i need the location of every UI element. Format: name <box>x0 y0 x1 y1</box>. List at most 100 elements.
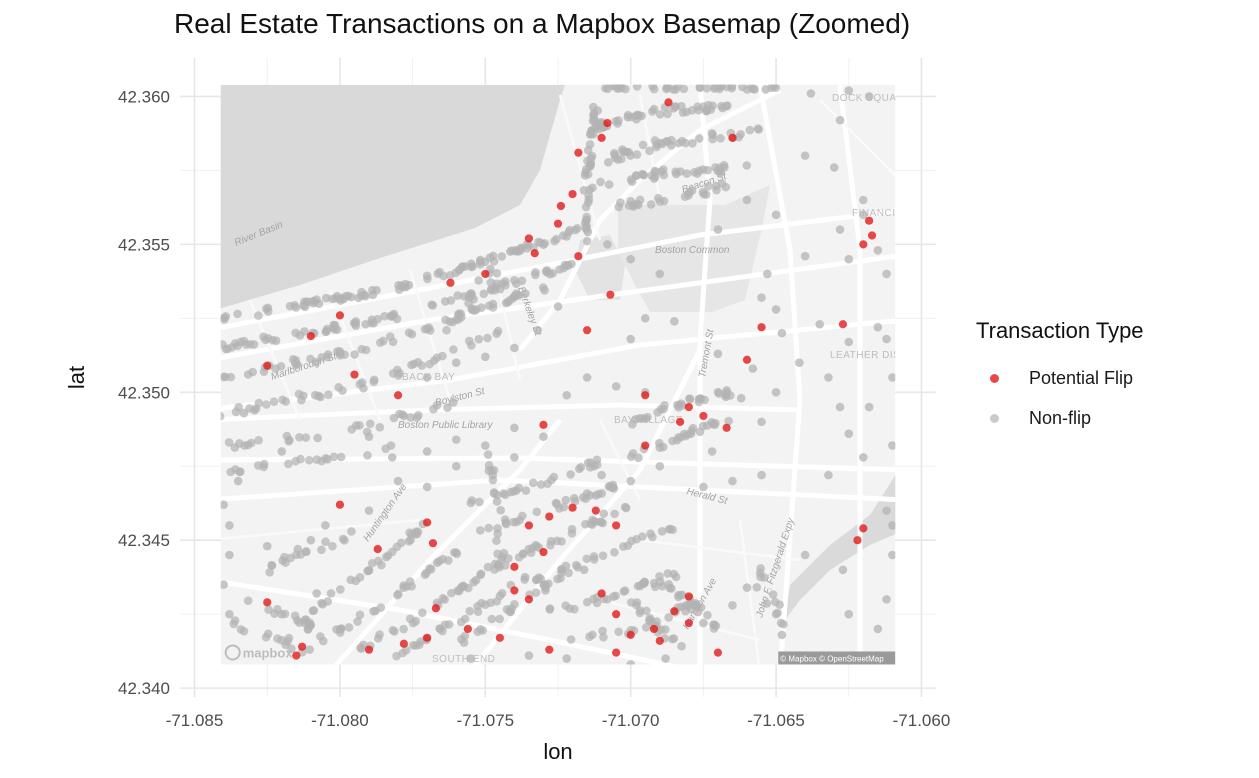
point-non-flip <box>536 574 546 584</box>
point-non-flip <box>467 341 476 350</box>
point-potential-flip <box>853 536 862 545</box>
point-non-flip <box>677 641 686 651</box>
point-non-flip <box>316 632 325 641</box>
point-non-flip <box>287 644 296 653</box>
point-non-flip <box>614 627 623 637</box>
map-label: LEATHER DISTRICT <box>830 350 932 361</box>
point-non-flip <box>367 558 377 568</box>
x-tick-label: -71.070 <box>602 711 660 730</box>
point-non-flip <box>873 245 883 255</box>
point-non-flip <box>704 100 713 110</box>
point-non-flip <box>777 630 787 640</box>
point-non-flip <box>247 438 256 448</box>
point-non-flip <box>407 329 417 339</box>
point-non-flip <box>777 328 787 338</box>
point-non-flip <box>638 140 648 150</box>
point-non-flip <box>859 195 868 205</box>
point-non-flip <box>442 325 451 335</box>
point-non-flip <box>694 105 703 115</box>
point-non-flip <box>493 326 503 336</box>
point-non-flip <box>560 260 570 270</box>
point-non-flip <box>655 110 665 119</box>
point-non-flip <box>545 269 555 279</box>
point-non-flip <box>603 158 613 167</box>
point-non-flip <box>690 168 699 177</box>
point-non-flip <box>762 599 772 608</box>
point-non-flip <box>711 418 720 428</box>
point-non-flip <box>699 482 708 492</box>
point-non-flip <box>481 441 490 450</box>
point-non-flip <box>444 556 453 565</box>
point-potential-flip <box>423 518 432 527</box>
point-non-flip <box>492 497 502 506</box>
point-non-flip <box>453 291 462 300</box>
point-non-flip <box>254 311 263 320</box>
point-non-flip <box>311 357 321 367</box>
map-street <box>248 299 302 421</box>
point-non-flip <box>364 506 374 515</box>
point-non-flip <box>767 84 776 92</box>
point-non-flip <box>585 632 594 642</box>
map-street <box>558 94 602 241</box>
point-non-flip <box>399 624 408 634</box>
point-non-flip <box>640 577 649 587</box>
point-non-flip <box>220 372 229 382</box>
point-non-flip <box>393 476 403 486</box>
point-non-flip <box>838 565 848 575</box>
point-non-flip <box>411 616 421 626</box>
point-non-flip <box>492 536 501 545</box>
point-non-flip <box>306 535 316 545</box>
legend-label-potential-flip: Potential Flip <box>1029 367 1134 388</box>
point-non-flip <box>547 475 556 485</box>
point-non-flip <box>225 609 234 619</box>
point-non-flip <box>317 456 326 466</box>
point-non-flip <box>888 373 896 382</box>
point-non-flip <box>771 387 781 397</box>
point-non-flip <box>294 389 304 399</box>
point-non-flip <box>422 373 432 382</box>
point-potential-flip <box>626 630 635 639</box>
point-non-flip <box>604 180 614 189</box>
point-non-flip <box>681 431 690 441</box>
point-non-flip <box>562 390 572 400</box>
point-non-flip <box>649 104 659 114</box>
point-non-flip <box>666 524 675 534</box>
point-non-flip <box>496 505 505 515</box>
point-non-flip <box>444 620 454 629</box>
point-non-flip <box>474 276 483 285</box>
point-non-flip <box>658 442 668 452</box>
point-non-flip <box>227 342 237 352</box>
point-non-flip <box>888 550 896 560</box>
point-non-flip <box>768 590 778 599</box>
point-non-flip <box>276 361 286 371</box>
point-potential-flip <box>757 323 766 332</box>
point-non-flip <box>435 624 444 633</box>
point-potential-flip <box>553 219 563 228</box>
point-non-flip <box>536 480 546 489</box>
point-non-flip <box>669 104 678 113</box>
legend-key-non-flip <box>990 413 999 423</box>
point-potential-flip <box>530 249 539 258</box>
point-non-flip <box>564 568 573 578</box>
point-non-flip <box>422 482 432 492</box>
point-non-flip <box>679 84 689 94</box>
point-non-flip <box>709 624 719 633</box>
point-non-flip <box>742 161 752 170</box>
point-non-flip <box>267 560 276 570</box>
point-non-flip <box>619 587 629 596</box>
point-potential-flip <box>684 592 693 601</box>
legend-title: Transaction Type <box>976 318 1144 343</box>
point-non-flip <box>350 350 359 359</box>
point-non-flip <box>263 307 273 316</box>
point-non-flip <box>509 487 518 496</box>
point-potential-flip <box>510 562 519 571</box>
point-non-flip <box>584 191 593 200</box>
point-potential-flip <box>545 512 554 521</box>
point-non-flip <box>364 432 374 441</box>
point-non-flip <box>469 577 478 587</box>
point-non-flip <box>525 672 534 681</box>
point-non-flip <box>557 537 566 546</box>
point-potential-flip <box>670 607 679 616</box>
point-non-flip <box>650 172 660 182</box>
point-non-flip <box>335 628 345 637</box>
